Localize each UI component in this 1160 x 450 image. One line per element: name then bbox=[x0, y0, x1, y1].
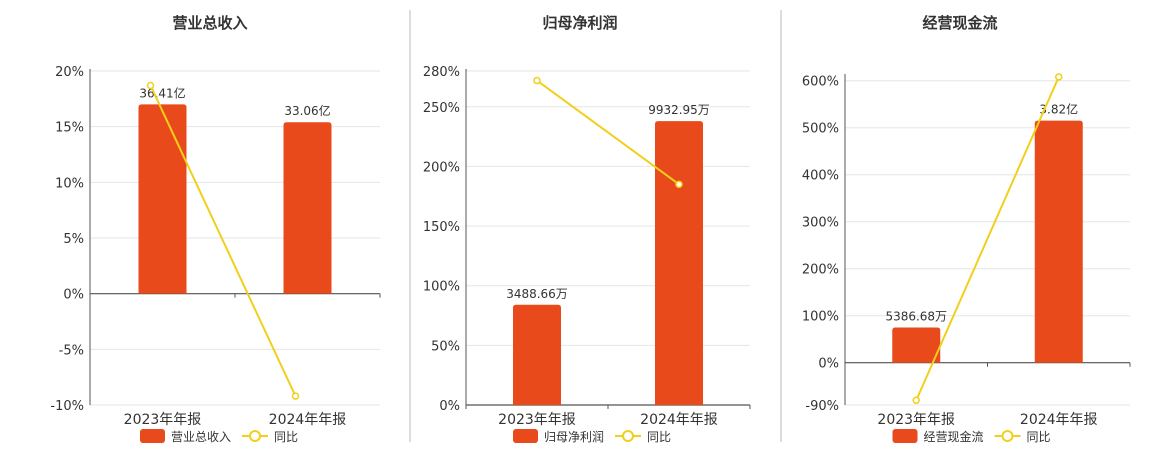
y-tick-label: 250% bbox=[423, 101, 460, 116]
y-tick-label: 200% bbox=[423, 160, 460, 175]
y-tick-label: 100% bbox=[423, 280, 460, 295]
chart-title: 经营现金流 bbox=[922, 14, 997, 32]
y-tick-label: 50% bbox=[431, 339, 460, 354]
chart-panel-2: 归母净利润 0% 50% 100% 150% 200% 250% 280% 2023年年报 202… bbox=[423, 14, 751, 444]
bar-data-label: 5386.68万 bbox=[885, 309, 947, 323]
yoy-point bbox=[912, 396, 920, 405]
y-tick-label: 200% bbox=[802, 263, 839, 278]
bar-data-label: 36.41亿 bbox=[139, 85, 185, 100]
yoy-line bbox=[536, 79, 680, 186]
chart-title: 营业总收入 bbox=[172, 14, 247, 32]
legend-bar-label: 归母净利润 bbox=[544, 430, 604, 444]
bar bbox=[1034, 120, 1083, 363]
y-tick-label: 0% bbox=[439, 399, 460, 414]
legend-bar-swatch bbox=[513, 429, 538, 443]
y-tick-label: 280% bbox=[423, 65, 460, 80]
legend-line-marker bbox=[1001, 430, 1014, 442]
y-tick-label: 150% bbox=[423, 220, 460, 235]
legend-bar-swatch bbox=[140, 429, 165, 443]
legend-line-label: 同比 bbox=[1027, 430, 1051, 444]
x-tick-label: 2024年年报 bbox=[640, 412, 718, 428]
x-tick-label: 2024年年报 bbox=[269, 412, 347, 428]
bar bbox=[892, 327, 941, 363]
y-tick-label: 600% bbox=[802, 75, 839, 90]
legend: 经营现金流 同比 bbox=[892, 429, 1051, 444]
legend-bar-swatch bbox=[892, 429, 918, 443]
bar-data-label: 9932.95万 bbox=[648, 103, 710, 117]
yoy-point bbox=[1055, 73, 1063, 81]
y-tick-label: -5% bbox=[59, 343, 84, 358]
y-tick-label: -90% bbox=[805, 399, 839, 414]
bar bbox=[283, 122, 332, 294]
yoy-point bbox=[533, 76, 541, 85]
legend-bar-label: 营业总收入 bbox=[171, 430, 231, 444]
x-tick-label: 2023年年报 bbox=[877, 412, 955, 428]
y-tick-label: 0% bbox=[63, 288, 84, 303]
legend-bar-label: 经营现金流 bbox=[924, 429, 984, 444]
bar bbox=[138, 104, 187, 294]
yoy-point bbox=[675, 180, 683, 189]
bar-data-label: 33.06亿 bbox=[284, 103, 330, 118]
legend-line-label: 同比 bbox=[274, 430, 298, 444]
legend-line-label: 同比 bbox=[647, 430, 671, 444]
y-tick-label: 400% bbox=[802, 169, 839, 184]
bar bbox=[655, 121, 703, 405]
legend-line-marker bbox=[249, 430, 261, 442]
y-tick-label: 10% bbox=[55, 176, 84, 191]
legend: 归母净利润 同比 bbox=[513, 429, 671, 444]
chart-title: 归母净利润 bbox=[542, 14, 617, 32]
legend: 营业总收入 同比 bbox=[140, 429, 298, 444]
legend-line-marker bbox=[622, 430, 634, 442]
bar-data-label: 3488.66万 bbox=[506, 287, 568, 301]
chart-panel-1: 营业总收入 -10% -5% 0% 5% 10% 15% 20% 2023年年报 2024年年报 3… bbox=[50, 14, 381, 444]
x-tick-label: 2023年年报 bbox=[124, 412, 202, 428]
x-tick-label: 2023年年报 bbox=[498, 412, 576, 428]
y-tick-label: 15% bbox=[55, 121, 84, 136]
y-tick-label: 500% bbox=[802, 122, 839, 137]
bar bbox=[513, 304, 561, 405]
yoy-point bbox=[146, 81, 155, 90]
y-tick-label: 300% bbox=[802, 216, 839, 231]
yoy-line bbox=[149, 85, 297, 397]
chart-panel-3: 经营现金流 -90% 0% 100% 200% 300% 400% 500% 600% 2023年… bbox=[802, 14, 1131, 444]
yoy-point bbox=[291, 392, 300, 400]
y-tick-label: 20% bbox=[55, 65, 84, 80]
y-tick-label: -10% bbox=[50, 399, 84, 414]
y-tick-label: 100% bbox=[802, 310, 839, 325]
bar-data-label: 3.82亿 bbox=[1039, 102, 1078, 117]
y-tick-label: 5% bbox=[63, 232, 84, 247]
y-tick-label: 0% bbox=[818, 357, 839, 372]
yoy-line bbox=[915, 76, 1060, 401]
x-tick-label: 2024年年报 bbox=[1020, 412, 1098, 428]
